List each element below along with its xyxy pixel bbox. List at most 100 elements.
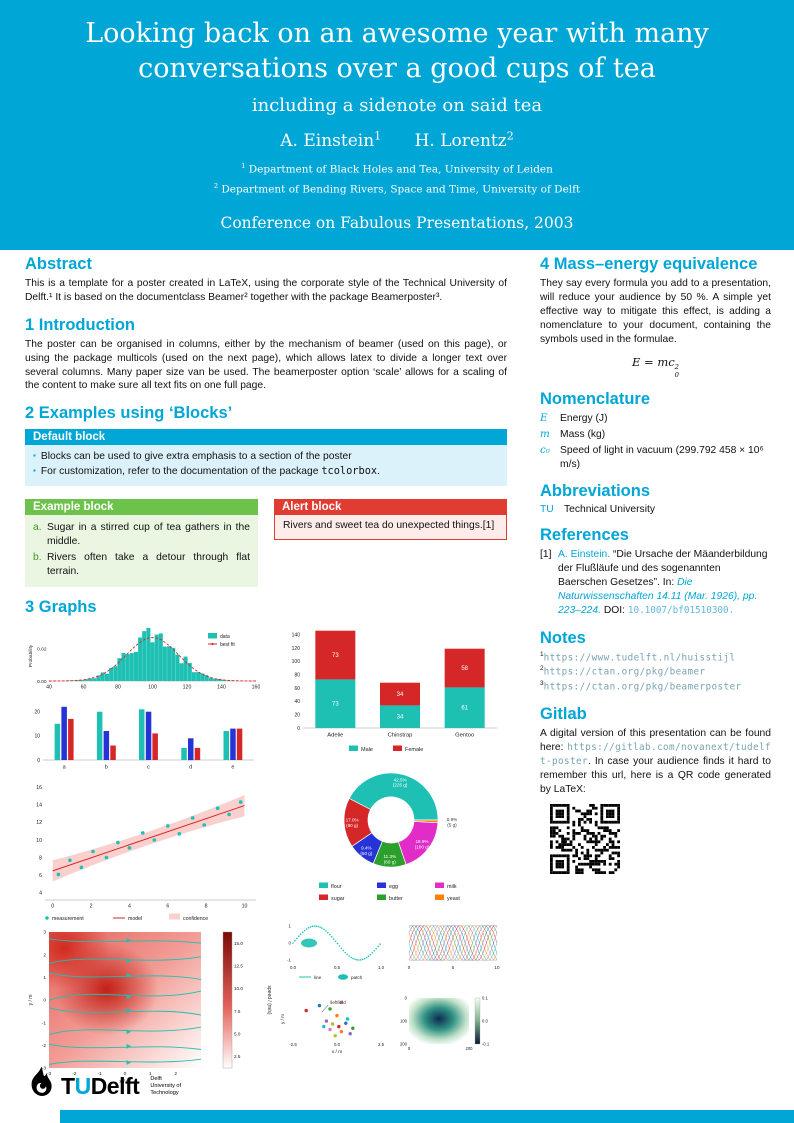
note-2: 2https://ctan.org/pkg/beamer [540,665,706,678]
svg-text:0.5: 0.5 [334,965,341,970]
svg-text:160: 160 [252,684,260,690]
svg-text:y / m: y / m [280,1013,285,1023]
affiliation-1: 1 Department of Black Holes and Tea, Uni… [241,161,553,176]
svg-text:1: 1 [289,923,292,928]
reference-1: [1] A. Einstein. “Die Ursache der Mäande… [540,548,771,617]
example-item-b: b. Rivers often take a detour through fla… [33,551,250,577]
svg-text:confidence: confidence [183,916,208,922]
svg-text:0.9%(5 g): 0.9% (5 g) [447,817,457,827]
svg-text:5: 5 [452,965,455,970]
affiliations: 1 Department of Black Holes and Tea, Uni… [40,160,754,201]
poster-subtitle: including a sidenote on said tea [251,95,543,117]
svg-text:-1: -1 [42,1020,47,1026]
svg-text:Adelie: Adelie [327,732,343,738]
svg-text:10: 10 [242,903,248,909]
svg-text:9.4%(50 g): 9.4% (50 g) [360,845,372,855]
stream-plot: -3 -2 -1 0 1 2 3 2 1 0 -1 -2 -3 x / m y / m 15.0 12.5 10.… [25,928,273,1086]
svg-text:7.5: 7.5 [234,1008,241,1013]
svg-text:10: 10 [34,733,40,739]
svg-text:1.0: 1.0 [378,965,385,970]
svg-text:d: d [189,764,192,770]
svg-text:0.00: 0.00 [37,678,47,684]
logo-caption: Delft University of Technology [150,1076,182,1096]
svg-text:12: 12 [36,820,42,826]
svg-text:40: 40 [46,684,52,690]
logo-letter-t: T [61,1073,75,1099]
donut-chart: 42.5% (225 g) 17.0% (90 g) 9.4% (50 g) 11.3% (6… [277,760,505,912]
author-1-sup: 1 [374,129,382,143]
gitlab-heading: Gitlab [540,705,587,724]
example-item-a: a. Sugar in a stirred cup of tea gathers … [33,522,250,547]
svg-text:10.0: 10.0 [234,986,243,991]
svg-text:2: 2 [174,1071,177,1077]
svg-text:flour: flour [331,884,342,890]
small-multiples: 0.0 0.5 1.0 1 0 -1 line patch 0 5 10 \leftfield -2.5… [277,918,505,1056]
references-heading: References [540,526,629,545]
svg-text:0: 0 [408,965,411,970]
author-2-sup: 2 [506,129,514,143]
notes-heading: Notes [540,628,586,647]
tudelft-logo: T U Delft Delft University of Technology [28,1066,181,1107]
svg-text:egg: egg [389,884,398,890]
svg-text:42.5%(225 g): 42.5% (225 g) [393,777,408,787]
scatter-fit-chart: 0 2 4 6 8 10 4 6 8 10 12 14 16 measurement model confid… [25,776,260,924]
svg-text:120: 120 [183,684,192,690]
svg-text:120: 120 [292,645,301,651]
svg-text:200: 200 [466,1046,474,1051]
svg-text:-1: -1 [287,957,291,962]
svg-text:speed / (m/s): speed / (m/s) [266,985,272,1015]
svg-text:10: 10 [495,965,500,970]
svg-text:best fit: best fit [220,642,235,648]
svg-text:14: 14 [36,802,42,808]
svg-text:Male: Male [361,747,373,753]
svg-text:4: 4 [128,903,131,909]
svg-text:b: b [105,764,108,770]
svg-text:2.5: 2.5 [378,1042,385,1047]
svg-text:yeast: yeast [447,896,460,902]
grouped-bar-chart: 0 10 20 a b c d e [25,698,260,772]
alert-block-title: Alert block [274,499,507,516]
svg-text:c: c [147,764,150,770]
svg-text:80: 80 [294,672,300,678]
svg-text:line: line [314,975,322,980]
svg-text:-2.5: -2.5 [289,1042,297,1047]
svg-text:100: 100 [292,659,301,665]
svg-text:34: 34 [397,714,404,720]
poster-header: Looking back on an awesome year with man… [0,0,794,250]
example-alert-row: Example block a. Sugar in a stirred cup o… [25,499,507,587]
svg-text:2: 2 [43,952,46,958]
svg-text:0.1: 0.1 [482,995,488,1000]
svg-text:0.0: 0.0 [334,1042,341,1047]
note-3: 3https://ctan.org/pkg/beamerposter [540,680,742,693]
svg-text:16: 16 [36,784,42,790]
svg-text:-1: -1 [98,1071,103,1077]
conference-line: Conference on Fabulous Presentations, 20… [220,213,574,232]
svg-text:100: 100 [148,684,157,690]
svg-text:61: 61 [461,705,468,711]
svg-text:-2: -2 [42,1042,47,1048]
logo-wordmark: T U Delft [61,1073,140,1100]
example-block-body: a. Sugar in a stirred cup of tea gathers … [25,515,258,587]
author-2: H. Lorentz2 [414,129,514,151]
svg-text:y / m: y / m [28,994,34,1005]
svg-text:1: 1 [149,1071,152,1077]
abbreviation-row-TU: TU Technical University [540,504,655,516]
reference-marker: [1] [540,549,552,561]
svg-text:1: 1 [43,974,46,980]
svg-text:0: 0 [124,1071,127,1077]
svg-text:73: 73 [332,701,339,707]
formula-sup: 2 [674,363,679,372]
author-1: A. Einstein1 [280,129,382,151]
svg-text:x / m: x / m [332,1049,342,1055]
svg-text:0: 0 [405,995,408,1000]
histogram-chart: 40 60 80 100 120 140 160 0.00 0.02 Probability dat… [25,627,260,692]
gitlab-text: A digital version of this presentation c… [540,728,771,795]
default-block-item-1: Blocks can be used to give extra emphasi… [33,450,499,464]
svg-text:x / m: x / m [119,1079,130,1085]
poster-title: Looking back on an awesome year with man… [85,18,709,85]
svg-text:Chinstrap: Chinstrap [388,732,413,738]
nomenclature-row-c0: c₀ Speed of light in vacuum (299.792 458 … [540,444,764,470]
footer-bar [60,1110,794,1123]
svg-text:15.0: 15.0 [234,940,243,945]
